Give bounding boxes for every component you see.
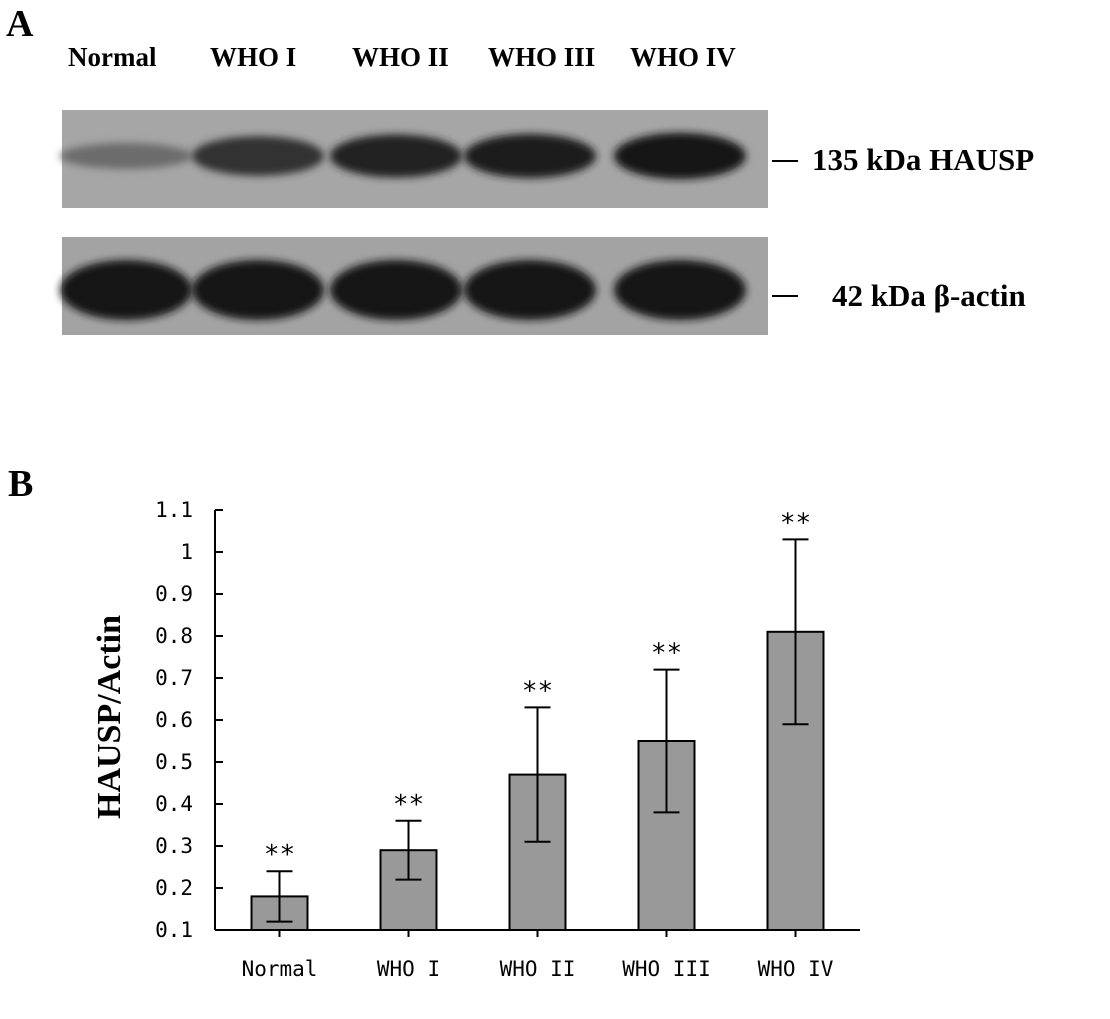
significance-label: ** (651, 639, 682, 669)
lane-label-who-iv: WHO IV (630, 42, 736, 72)
x-tick-label: WHO III (622, 957, 711, 981)
y-tick-label: 0.6 (155, 708, 193, 732)
band-actin-lane-1 (60, 260, 192, 320)
x-tick-label: WHO II (500, 957, 576, 981)
band-hausp-lane-1 (60, 143, 192, 169)
x-tick-label: WHO IV (758, 957, 834, 981)
y-tick-label: 0.4 (155, 792, 193, 816)
bar-chart: 0.1 0.2 0.3 0.4 0.5 0.6 0.7 0.8 0.9 1 1.1 Normal WH… (91, 498, 860, 981)
panel-b-letter: B (8, 463, 34, 505)
band-hausp-lane-4 (464, 134, 596, 178)
y-axis-label: HAUSP/Actin (91, 615, 128, 819)
blot-marker-tick-hausp (772, 160, 798, 162)
band-actin-lane-2 (192, 260, 324, 320)
band-hausp-lane-5 (614, 132, 746, 180)
blot-label-actin: 42 kDa β-actin (832, 278, 1026, 313)
lane-label-normal: Normal (68, 42, 157, 72)
lane-label-who-ii: WHO II (352, 42, 449, 72)
band-hausp-lane-2 (192, 136, 324, 176)
band-actin-lane-5 (614, 260, 746, 320)
bars-group: ** ** ** ** ** (250, 508, 825, 932)
significance-label: ** (522, 676, 553, 706)
blot-strip-hausp (60, 110, 768, 208)
y-tick-label: 0.1 (155, 918, 193, 942)
y-tick-label: 0.2 (155, 876, 193, 900)
y-tick-label: 1.1 (155, 498, 193, 522)
band-hausp-lane-3 (330, 134, 462, 178)
y-tick-label: 0.5 (155, 750, 193, 774)
blot-strip-actin (60, 237, 768, 335)
y-axis: 0.1 0.2 0.3 0.4 0.5 0.6 0.7 0.8 0.9 1 1.1 (155, 498, 223, 942)
y-tick-label: 0.8 (155, 624, 193, 648)
y-tick-label: 0.3 (155, 834, 193, 858)
x-axis: Normal WHO I WHO II WHO III WHO IV (215, 929, 860, 981)
x-tick-label: Normal (242, 957, 318, 981)
significance-label: ** (393, 790, 424, 820)
blot-label-hausp: 135 kDa HAUSP (812, 142, 1035, 177)
band-actin-lane-3 (330, 260, 462, 320)
band-actin-lane-4 (464, 260, 596, 320)
y-tick-label: 0.7 (155, 666, 193, 690)
y-tick-label: 1 (180, 540, 193, 564)
x-tick-label: WHO I (377, 957, 440, 981)
panel-a-letter: A (6, 3, 34, 45)
lane-label-who-i: WHO I (210, 42, 297, 72)
significance-label: ** (780, 508, 811, 538)
lane-label-who-iii: WHO III (488, 42, 596, 72)
blot-marker-tick-actin (772, 295, 798, 297)
significance-label: ** (264, 840, 295, 870)
y-tick-label: 0.9 (155, 582, 193, 606)
